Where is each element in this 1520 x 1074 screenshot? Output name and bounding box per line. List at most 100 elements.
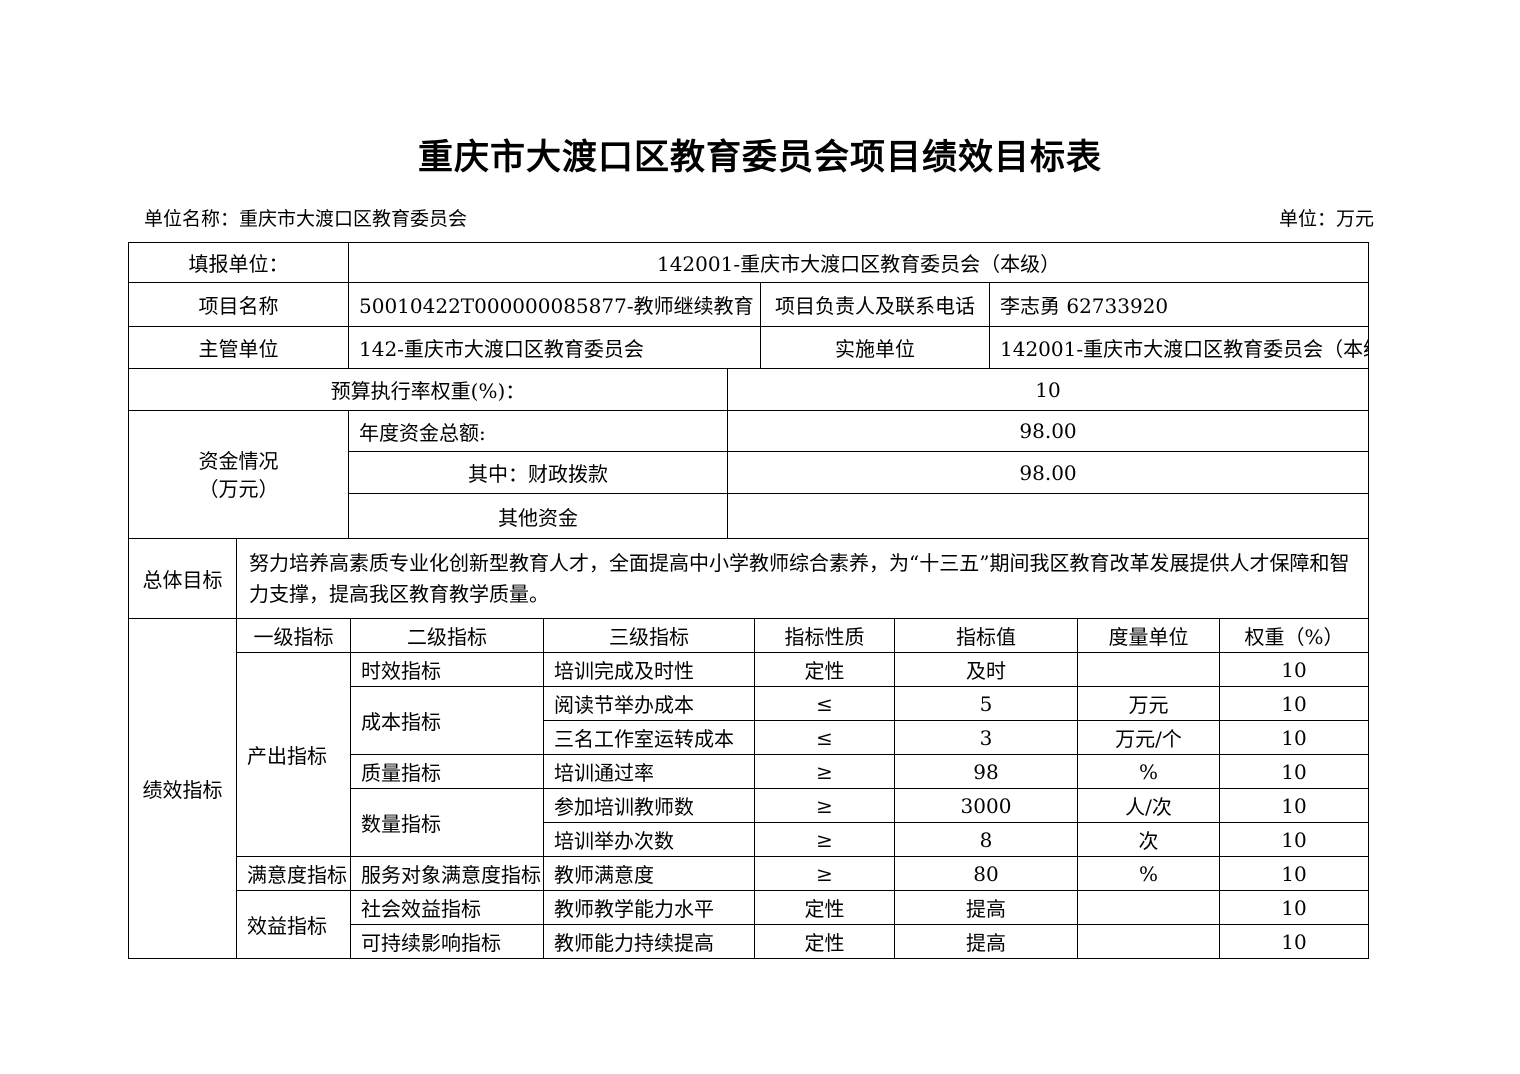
cell-nature: 定性 xyxy=(754,890,895,925)
funds-fiscal-label: 其中：财政拨款 xyxy=(348,451,728,494)
table-row: 产出指标 时效指标 培训完成及时性 定性 及时 10 xyxy=(129,652,1369,857)
implementer-label: 实施单位 xyxy=(760,326,990,369)
cell-value: 提高 xyxy=(894,890,1078,925)
table-row: 效益指标 社会效益指标 教师教学能力水平 定性 提高 10 xyxy=(129,890,1369,959)
unit-name-label: 单位名称：重庆市大渡口区教育委员会 xyxy=(144,208,468,230)
cell-level3: 教师能力持续提高 xyxy=(543,924,755,959)
cell-value: 5 xyxy=(894,686,1078,721)
funds-label-line1: 资金情况 xyxy=(198,448,279,473)
cell-nature: ≥ xyxy=(754,822,895,857)
cell-weight: 10 xyxy=(1219,856,1369,891)
table-row: 满意度指标 服务对象满意度指标 教师满意度 ≥ 80 % 10 xyxy=(129,856,1369,891)
leader-label: 项目负责人及联系电话 xyxy=(760,282,990,327)
cell-level2: 社会效益指标 xyxy=(350,890,544,925)
header-level2: 二级指标 xyxy=(350,618,544,653)
cell-value: 80 xyxy=(894,856,1078,891)
header-weight: 权重（%） xyxy=(1219,618,1369,653)
table-row: 预算执行率权重(%)： 10 xyxy=(128,368,1370,411)
meta-row: 单位名称：重庆市大渡口区教育委员会 单位：万元 xyxy=(128,206,1374,232)
cell-unit: 人/次 xyxy=(1077,788,1220,823)
leader-value: 李志勇 62733920 xyxy=(988,282,1370,327)
cell-level2: 数量指标 xyxy=(350,788,544,857)
cell-weight: 10 xyxy=(1219,890,1369,925)
cell-level3: 教师教学能力水平 xyxy=(543,890,755,925)
table-row: 主管单位 142-重庆市大渡口区教育委员会 实施单位 142001-重庆市大渡口… xyxy=(128,326,1370,369)
header-unit: 度量单位 xyxy=(1077,618,1220,653)
supervisor-value: 142-重庆市大渡口区教育委员会 xyxy=(348,326,761,369)
cell-value: 8 xyxy=(894,822,1078,857)
supervisor-label: 主管单位 xyxy=(128,326,349,369)
table-row: 项目名称 50010422T000000085877-教师继续教育 项目负责人及… xyxy=(128,282,1370,327)
cell-level2: 成本指标 xyxy=(350,686,544,755)
header-value: 指标值 xyxy=(894,618,1078,653)
cell-nature: 定性 xyxy=(754,924,895,959)
cell-weight: 10 xyxy=(1219,788,1369,823)
cell-unit: % xyxy=(1077,856,1220,891)
indicators-table: 绩效指标 一级指标 二级指标 三级指标 指标性质 指标值 度量单位 权重（%） … xyxy=(128,618,1369,959)
cell-unit: 次 xyxy=(1077,822,1220,857)
currency-unit-label: 单位：万元 xyxy=(1278,208,1374,230)
funds-total-value: 98.00 xyxy=(726,410,1370,452)
table-row: 资金情况 （万元） 年度资金总额: 98.00 xyxy=(128,410,1370,539)
header-level3: 三级指标 xyxy=(543,618,755,653)
cell-value: 3000 xyxy=(894,788,1078,823)
cell-level3: 培训举办次数 xyxy=(543,822,755,857)
table-row: 总体目标 努力培养高素质专业化创新型教育人才，全面提高中小学教师综合素养，为“十… xyxy=(128,538,1369,619)
funds-section-label: 资金情况 （万元） xyxy=(128,410,349,539)
cell-weight: 10 xyxy=(1219,754,1369,789)
cell-unit xyxy=(1077,652,1220,687)
cell-value: 3 xyxy=(894,720,1078,755)
cell-nature: 定性 xyxy=(754,652,895,687)
cell-unit xyxy=(1077,890,1220,925)
overall-goal-table: 总体目标 努力培养高素质专业化创新型教育人才，全面提高中小学教师综合素养，为“十… xyxy=(128,538,1369,619)
cell-weight: 10 xyxy=(1219,822,1369,857)
cell-unit: 万元 xyxy=(1077,686,1220,721)
cell-level3: 教师满意度 xyxy=(543,856,755,891)
cell-unit xyxy=(1077,924,1220,959)
fill-unit-value: 142001-重庆市大渡口区教育委员会（本级） xyxy=(347,242,1370,283)
funds-total-label: 年度资金总额: xyxy=(348,410,728,452)
cell-nature: ≥ xyxy=(754,754,895,789)
table-row: 成本指标 阅读节举办成本 ≤ 5 万元 10 xyxy=(129,686,1369,755)
funds-label-line2: （万元） xyxy=(198,476,279,501)
overall-goal-label: 总体目标 xyxy=(128,538,237,619)
cell-weight: 10 xyxy=(1219,686,1369,721)
cell-nature: ≥ xyxy=(754,856,895,891)
table-row: 可持续影响指标 教师能力持续提高 定性 提高 10 xyxy=(129,924,1369,959)
cell-level2: 可持续影响指标 xyxy=(350,924,544,959)
cell-level1: 效益指标 xyxy=(236,890,351,959)
table-row: 三名工作室运转成本 ≤ 3 万元/个 10 xyxy=(129,720,1369,755)
cell-level2: 时效指标 xyxy=(350,652,544,687)
cell-value: 及时 xyxy=(894,652,1078,687)
cell-level1: 满意度指标 xyxy=(236,856,351,891)
cell-level3: 三名工作室运转成本 xyxy=(543,720,755,755)
cell-nature: ≤ xyxy=(754,686,895,721)
cell-nature: ≥ xyxy=(754,788,895,823)
cell-nature: ≤ xyxy=(754,720,895,755)
table-row: 数量指标 参加培训教师数 ≥ 3000 人/次 10 xyxy=(129,788,1369,857)
header-level1: 一级指标 xyxy=(236,618,351,653)
cell-value: 98 xyxy=(894,754,1078,789)
table-row: 其中：财政拨款 98.00 xyxy=(129,451,1370,494)
cell-level3: 培训完成及时性 xyxy=(543,652,755,687)
funds-other-value xyxy=(726,493,1370,539)
cell-value: 提高 xyxy=(894,924,1078,959)
cell-unit: 万元/个 xyxy=(1077,720,1220,755)
cell-level3: 参加培训教师数 xyxy=(543,788,755,823)
project-name-value: 50010422T000000085877-教师继续教育 xyxy=(348,282,761,327)
cell-weight: 10 xyxy=(1219,924,1369,959)
indicators-header-row: 绩效指标 一级指标 二级指标 三级指标 指标性质 指标值 度量单位 权重（%） xyxy=(128,618,1369,959)
overall-goal-text: 努力培养高素质专业化创新型教育人才，全面提高中小学教师综合素养，为“十三五”期间… xyxy=(236,538,1369,619)
budget-weight-label: 预算执行率权重(%)： xyxy=(128,368,728,411)
project-info-table: 填报单位： 142001-重庆市大渡口区教育委员会（本级） 项目名称 50010… xyxy=(128,242,1370,539)
cell-weight: 10 xyxy=(1219,720,1369,755)
implementer-value: 142001-重庆市大渡口区教育委员会（本级） xyxy=(988,326,1370,369)
cell-level1: 产出指标 xyxy=(236,652,351,857)
page-title: 重庆市大渡口区教育委员会项目绩效目标表 xyxy=(417,138,1102,178)
cell-level2: 质量指标 xyxy=(350,754,544,789)
cell-level2: 服务对象满意度指标 xyxy=(350,856,544,891)
cell-level3: 阅读节举办成本 xyxy=(543,686,755,721)
cell-level3: 培训通过率 xyxy=(543,754,755,789)
funds-other-label: 其他资金 xyxy=(348,493,728,539)
cell-weight: 10 xyxy=(1219,652,1369,687)
